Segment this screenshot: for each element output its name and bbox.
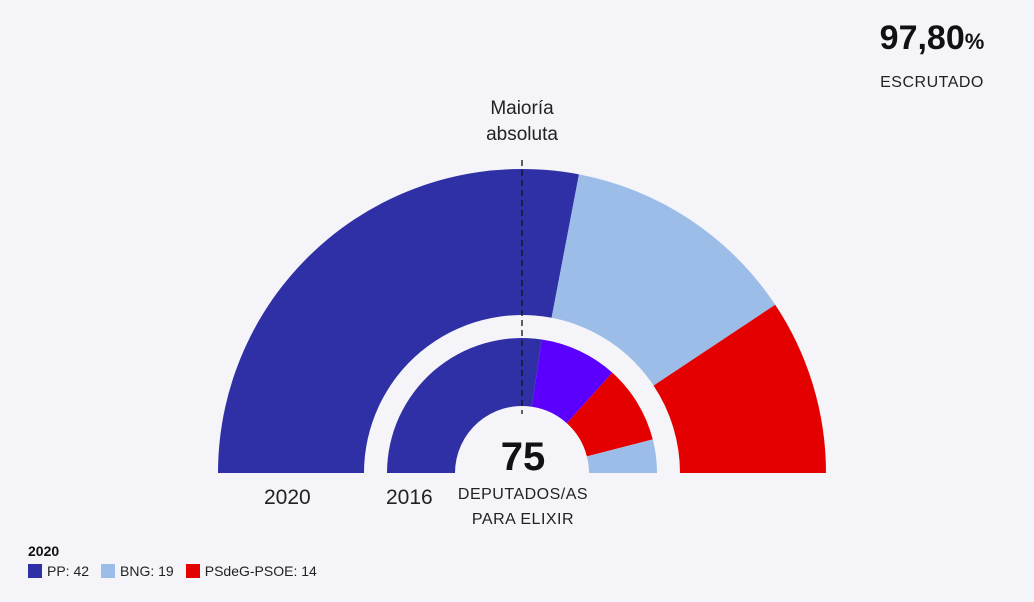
scrutiny-indicator: 97,80% ESCRUTADO bbox=[852, 18, 1012, 92]
total-seats-caption-line1: DEPUTADOS/AS bbox=[457, 486, 589, 503]
scrutiny-value: 97,80% bbox=[879, 19, 985, 57]
scrutiny-label: ESCRUTADO bbox=[880, 74, 984, 91]
ring-label-2020: 2020 bbox=[264, 486, 311, 509]
ring-label-2016: 2016 bbox=[386, 486, 433, 509]
majority-label-line2: absoluta bbox=[486, 124, 558, 145]
seat-arc-2020-psdeg-psoe bbox=[653, 304, 827, 473]
legend-label-pp: PP: 42 bbox=[47, 563, 90, 579]
legend-swatch-pp bbox=[28, 564, 42, 578]
ring-2020 bbox=[218, 168, 827, 474]
seat-arc-2020-pp bbox=[218, 168, 579, 474]
ring-2016 bbox=[387, 338, 657, 473]
seat-arc-2016-psdeg-psoe bbox=[566, 372, 653, 457]
legend-title: 2020 bbox=[28, 543, 60, 559]
total-seats-number: 75 bbox=[500, 435, 546, 479]
legend-item-bng: BNG: 19 bbox=[101, 563, 174, 579]
legend-swatch-bng bbox=[101, 564, 116, 578]
seat-arc-2016-pp bbox=[387, 338, 542, 473]
legend-label-psdeg-psoe: PSdeG-PSOE: 14 bbox=[204, 563, 317, 579]
legend-label-bng: BNG: 19 bbox=[120, 563, 174, 579]
legend: 2020 PP: 42 BNG: 19 PSdeG-PSOE: 14 bbox=[28, 543, 317, 579]
seat-arc-2020-bng bbox=[551, 174, 776, 386]
majority-label: Maioría absoluta bbox=[442, 96, 602, 148]
total-seats: 75 DEPUTADOS/AS PARA ELIXIR bbox=[423, 433, 623, 531]
total-seats-caption-line2: PARA ELIXIR bbox=[471, 511, 575, 528]
legend-swatch-psdeg-psoe bbox=[185, 564, 200, 578]
majority-label-line1: Maioría bbox=[490, 98, 554, 119]
legend-item-pp: PP: 42 bbox=[28, 563, 89, 579]
scrutiny-unit: % bbox=[964, 29, 985, 54]
seat-arc-2016-en-marea bbox=[531, 339, 613, 424]
legend-item-psdeg-psoe: PSdeG-PSOE: 14 bbox=[185, 563, 317, 579]
seat-arc-2016-bng bbox=[586, 439, 657, 473]
